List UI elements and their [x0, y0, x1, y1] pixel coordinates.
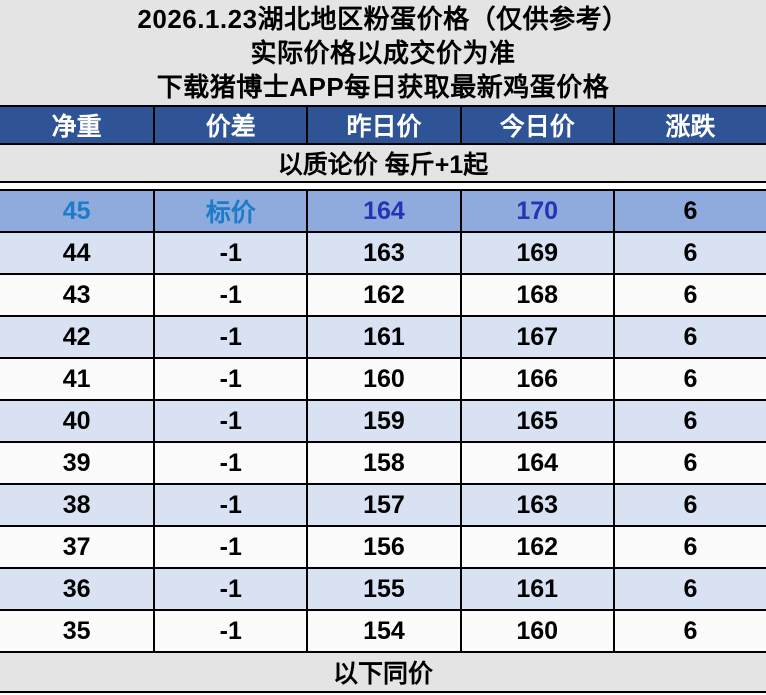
- cell: 167: [459, 317, 613, 357]
- table-column-header: 净重 价差 昨日价 今日价 涨跌: [0, 105, 766, 145]
- same-price-footer: 以下同价: [0, 653, 766, 693]
- cell: 158: [306, 443, 459, 483]
- table-row: 37 -1 156 162 6: [0, 525, 766, 567]
- cell: 154: [306, 611, 459, 651]
- column-header-price-diff: 价差: [153, 107, 306, 143]
- cell: 155: [306, 569, 459, 609]
- cell: 6: [612, 275, 766, 315]
- cell: 37: [62, 532, 91, 561]
- title-line-app-promo: 下载猪博士APP每日获取最新鸡蛋价格: [156, 71, 610, 102]
- cell: -1: [153, 401, 306, 441]
- column-header-change: 涨跌: [612, 107, 766, 143]
- cell: 161: [306, 317, 459, 357]
- cell: 6: [612, 401, 766, 441]
- section-gap: [0, 183, 766, 189]
- cell: 163: [306, 233, 459, 273]
- cell: 166: [459, 359, 613, 399]
- cell: 标价: [153, 191, 306, 231]
- table-row: 41 -1 160 166 6: [0, 357, 766, 399]
- column-header-yesterday-price: 昨日价: [306, 107, 459, 143]
- cell: -1: [153, 275, 306, 315]
- table-row-highlight: 45 标价 164 170 6: [0, 191, 766, 231]
- table-row: 36 -1 155 161 6: [0, 567, 766, 609]
- cell: 170: [459, 191, 613, 231]
- cell: 43: [62, 280, 91, 309]
- cell: 38: [62, 490, 91, 519]
- cell: 44: [62, 238, 91, 267]
- table-row: 38 -1 157 163 6: [0, 483, 766, 525]
- cell: 39: [62, 448, 91, 477]
- table-row: 44 -1 163 169 6: [0, 231, 766, 273]
- cell: 6: [612, 611, 766, 651]
- cell: 6: [612, 359, 766, 399]
- cell: 6: [612, 485, 766, 525]
- cell: -1: [153, 359, 306, 399]
- cell: 6: [612, 317, 766, 357]
- column-header-today-price: 今日价: [459, 107, 613, 143]
- cell: 6: [612, 569, 766, 609]
- table-row: 39 -1 158 164 6: [0, 441, 766, 483]
- announcement-header: 2026.1.23湖北地区粉蛋价格（仅供参考） 实际价格以成交价为准 下载猪博士…: [0, 0, 766, 105]
- quality-pricing-notice: 以质论价 每斤+1起: [0, 145, 766, 183]
- cell: 169: [459, 233, 613, 273]
- cell: -1: [153, 233, 306, 273]
- cell: 6: [612, 527, 766, 567]
- title-line-date: 2026.1.23湖北地区粉蛋价格（仅供参考）: [137, 3, 629, 34]
- cell: 41: [62, 364, 91, 393]
- cell: -1: [153, 569, 306, 609]
- cell: -1: [153, 485, 306, 525]
- cell: 164: [459, 443, 613, 483]
- cell: 35: [62, 616, 91, 645]
- table-row: 35 -1 154 160 6: [0, 609, 766, 651]
- table-row: 42 -1 161 167 6: [0, 315, 766, 357]
- cell: -1: [153, 443, 306, 483]
- cell: -1: [153, 317, 306, 357]
- cell: 36: [62, 574, 91, 603]
- cell: 42: [62, 322, 91, 351]
- cell: 156: [306, 527, 459, 567]
- cell: 168: [459, 275, 613, 315]
- cell: 164: [306, 191, 459, 231]
- cell: -1: [153, 611, 306, 651]
- cell: 40: [62, 406, 91, 435]
- table-row: 43 -1 162 168 6: [0, 273, 766, 315]
- column-header-net-weight: 净重: [51, 113, 102, 141]
- cell: 160: [306, 359, 459, 399]
- cell: 6: [612, 443, 766, 483]
- title-line-disclaimer: 实际价格以成交价为准: [250, 37, 516, 68]
- cell: 160: [459, 611, 613, 651]
- cell: 159: [306, 401, 459, 441]
- cell: 157: [306, 485, 459, 525]
- table-row: 40 -1 159 165 6: [0, 399, 766, 441]
- cell: 163: [459, 485, 613, 525]
- cell: 165: [459, 401, 613, 441]
- cell: 6: [612, 233, 766, 273]
- price-table-body: 45 标价 164 170 6 44 -1 163 169 6 43 -1 162 168 6 42 -1 161…: [0, 189, 766, 653]
- cell: 45: [62, 196, 91, 225]
- cell: 162: [459, 527, 613, 567]
- cell: 162: [306, 275, 459, 315]
- cell: 6: [612, 191, 766, 231]
- cell: 161: [459, 569, 613, 609]
- cell: -1: [153, 527, 306, 567]
